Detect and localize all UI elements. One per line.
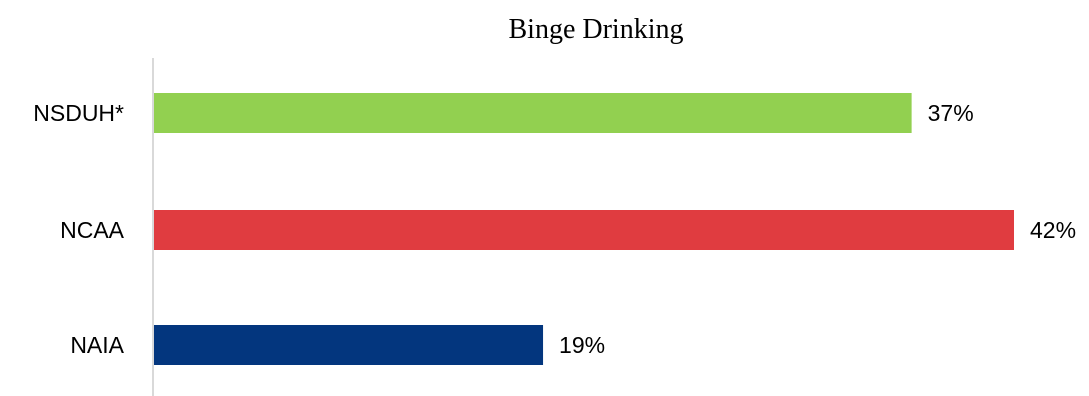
category-label-ncaa: NCAA — [60, 217, 125, 243]
category-label-naia: NAIA — [70, 332, 124, 358]
bars-layer: NSDUH* 37% NCAA 42% NAIA 19% — [33, 93, 1076, 365]
bar-ncaa — [154, 210, 1014, 250]
data-label-ncaa: 42% — [1030, 217, 1076, 243]
data-label-naia: 19% — [559, 332, 605, 358]
data-label-nsduh: 37% — [928, 100, 974, 126]
chart-title: Binge Drinking — [509, 14, 684, 45]
category-label-nsduh: NSDUH* — [33, 100, 124, 126]
bar-naia — [154, 325, 544, 365]
bar-nsduh — [154, 93, 912, 133]
